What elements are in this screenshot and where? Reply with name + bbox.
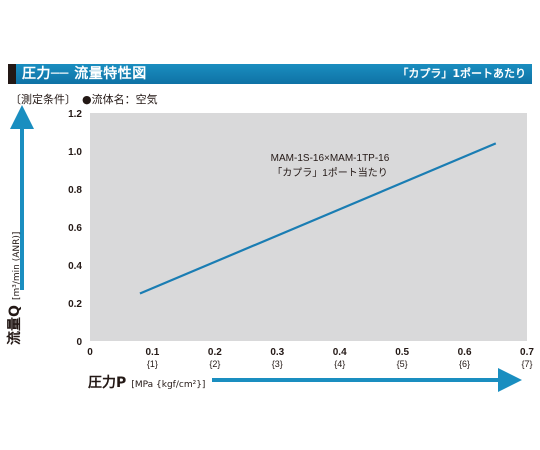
fluid-name: ●流体名：空気: [82, 93, 158, 106]
chart-title-bar: 圧力── 流量特性図 「カプラ」1ポートあたり: [8, 64, 532, 84]
y-tick-label: 0.6: [68, 223, 82, 234]
x-tick-labels: 0 0.1{1} 0.2{2} 0.3{3} 0.4{4} 0.5{5} 0.6{6} 0.7…: [87, 347, 534, 369]
x-axis-unit: [MPa {kgf/cm²}]: [131, 380, 206, 390]
measurement-conditions: 〔測定条件〕 ●流体名：空気: [10, 93, 158, 107]
y-tick-label: 1.2: [68, 109, 82, 120]
x-axis-title: 圧力P: [88, 375, 127, 391]
x-tick-label: 0.7: [520, 347, 534, 358]
chart-title: 圧力── 流量特性図: [22, 66, 147, 82]
x-tick-label-secondary: {3}: [272, 359, 283, 369]
title-marker: [8, 64, 16, 84]
x-tick-label: 0.2: [208, 347, 222, 358]
y-tick-label: 1.0: [68, 147, 82, 158]
y-axis-label: 流量Q [m³/min (ANR)]: [4, 232, 24, 345]
x-tick-label: 0: [87, 347, 93, 358]
x-tick-label: 0.1: [145, 347, 159, 358]
series-annotation: MAM-1S-16×MAM-1TP-16 「カプラ」1ポート当たり: [271, 153, 390, 179]
x-tick-label-secondary: {6}: [459, 359, 470, 369]
y-tick-label: 0: [76, 337, 82, 348]
x-axis-label: 圧力P [MPa {kgf/cm²}]: [88, 372, 205, 392]
y-axis-title: 流量Q: [7, 305, 23, 345]
x-tick-label-secondary: {1}: [147, 359, 158, 369]
annotation-line-1: MAM-1S-16×MAM-1TP-16: [271, 153, 390, 164]
y-tick-label: 0.8: [68, 185, 82, 196]
x-tick-label-secondary: {5}: [397, 359, 408, 369]
x-tick-label-secondary: {2}: [209, 359, 220, 369]
y-axis-unit: [m³/min (ANR)]: [12, 231, 22, 300]
x-tick-label-secondary: {7}: [521, 359, 532, 369]
x-tick-label: 0.4: [333, 347, 347, 358]
x-tick-label: 0.5: [395, 347, 409, 358]
y-tick-label: 0.2: [68, 299, 82, 310]
y-tick-label: 0.4: [68, 261, 82, 272]
x-tick-label-secondary: {4}: [334, 359, 345, 369]
series-line: [139, 142, 497, 295]
chart-title-note: 「カプラ」1ポートあたり: [397, 67, 526, 80]
x-tick-label: 0.3: [270, 347, 284, 358]
x-tick-label: 0.6: [458, 347, 472, 358]
series-layer: [139, 142, 497, 295]
plot-area: [90, 113, 527, 341]
y-tick-labels: 0 0.2 0.4 0.6 0.8 1.0 1.2: [68, 109, 82, 348]
conditions-label: 〔測定条件〕: [10, 93, 76, 106]
annotation-line-2: 「カプラ」1ポート当たり: [272, 166, 388, 179]
